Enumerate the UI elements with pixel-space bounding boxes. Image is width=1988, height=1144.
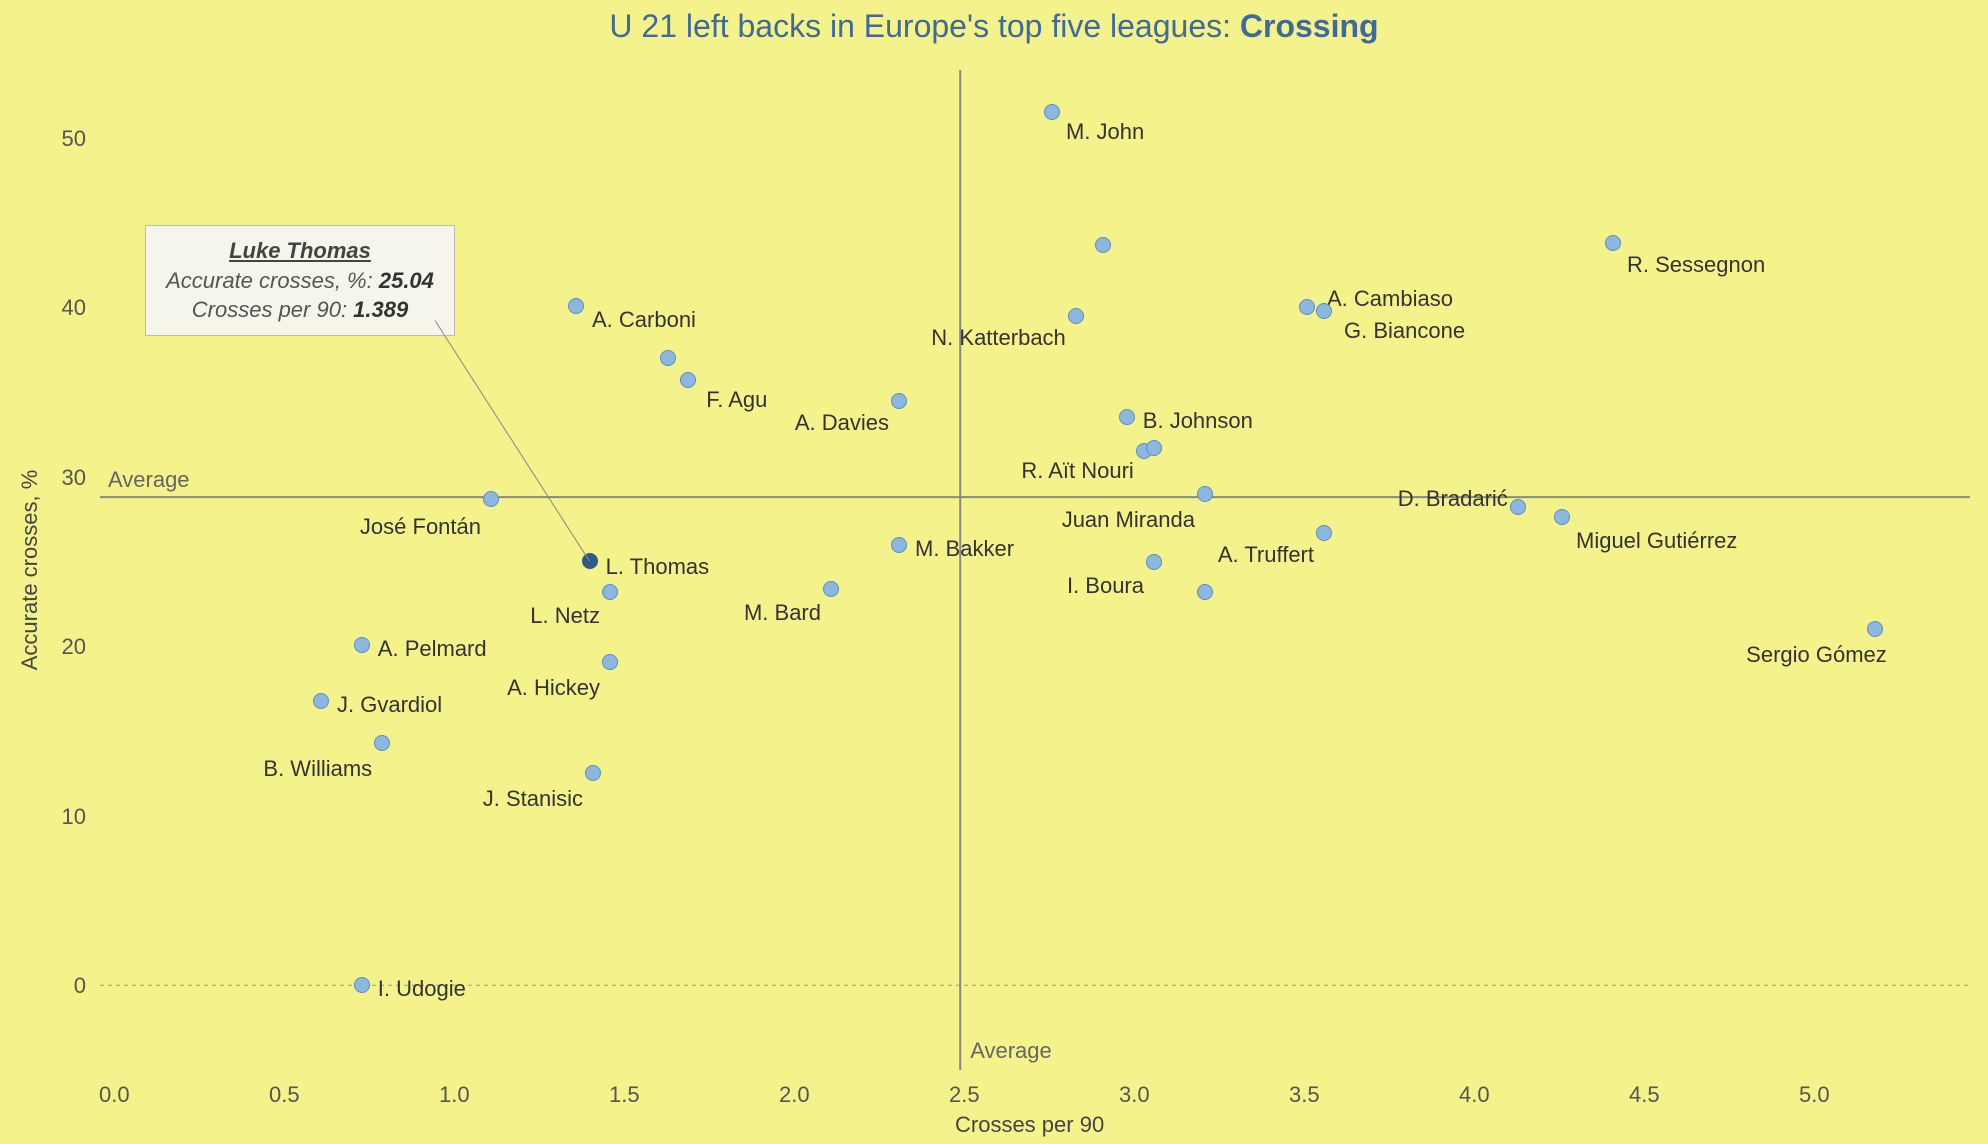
plot-area: 0.00.51.01.52.02.53.03.54.04.55.00102030… xyxy=(100,70,1970,1070)
x-tick-label: 1.0 xyxy=(439,1082,470,1108)
data-point[interactable] xyxy=(823,581,839,597)
data-point-label: Juan Miranda xyxy=(995,507,1195,533)
chart-title: U 21 left backs in Europe's top five lea… xyxy=(0,8,1988,45)
tooltip-metric-2: Crosses per 90: 1.389 xyxy=(164,295,436,325)
plot-svg xyxy=(100,70,1970,1070)
data-point-label: N. Katterbach xyxy=(866,325,1066,351)
data-point-label: A. Pelmard xyxy=(378,636,487,662)
data-point-label: B. Johnson xyxy=(1143,408,1253,434)
x-tick-label: 0.0 xyxy=(99,1082,130,1108)
data-point[interactable] xyxy=(1119,409,1135,425)
data-point[interactable] xyxy=(1095,237,1111,253)
data-point[interactable] xyxy=(1197,486,1213,502)
data-point[interactable] xyxy=(1316,303,1332,319)
data-point[interactable] xyxy=(660,350,676,366)
data-point-label: L. Thomas xyxy=(606,554,710,580)
data-point-label: J. Stanisic xyxy=(383,786,583,812)
data-point[interactable] xyxy=(1068,308,1084,324)
data-point-label: A. Davies xyxy=(689,410,889,436)
y-tick-label: 0 xyxy=(74,973,86,999)
y-axis-title: Accurate crosses, % xyxy=(17,470,43,671)
x-tick-label: 5.0 xyxy=(1799,1082,1830,1108)
data-point[interactable] xyxy=(313,693,329,709)
data-point[interactable] xyxy=(602,584,618,600)
data-point[interactable] xyxy=(1044,104,1060,120)
data-point-label: M. Bakker xyxy=(915,536,1014,562)
data-point-label: I. Boura xyxy=(944,573,1144,599)
data-point-label: R. Aït Nouri xyxy=(934,458,1134,484)
x-tick-label: 4.5 xyxy=(1629,1082,1660,1108)
x-tick-label: 3.5 xyxy=(1289,1082,1320,1108)
x-tick-label: 2.5 xyxy=(949,1082,980,1108)
data-point[interactable] xyxy=(891,537,907,553)
data-point-label: Miguel Gutiérrez xyxy=(1576,528,1737,554)
title-prefix: U 21 left backs in Europe's top five lea… xyxy=(609,8,1239,44)
y-tick-label: 10 xyxy=(62,804,86,830)
data-point-label: M. John xyxy=(1066,119,1144,145)
data-point[interactable] xyxy=(1146,440,1162,456)
data-point[interactable] xyxy=(1554,509,1570,525)
data-point[interactable] xyxy=(374,735,390,751)
data-point[interactable] xyxy=(602,654,618,670)
data-point-label: A. Carboni xyxy=(592,307,696,333)
y-tick-label: 50 xyxy=(62,126,86,152)
data-point-label: G. Biancone xyxy=(1344,318,1465,344)
data-point-label: José Fontán xyxy=(281,514,481,540)
x-tick-label: 3.0 xyxy=(1119,1082,1150,1108)
y-average-label: Average xyxy=(108,467,190,493)
data-point[interactable] xyxy=(1299,299,1315,315)
x-tick-label: 4.0 xyxy=(1459,1082,1490,1108)
data-point-label: R. Sessegnon xyxy=(1627,252,1765,278)
y-tick-label: 40 xyxy=(62,295,86,321)
data-point[interactable] xyxy=(891,393,907,409)
x-average-label: Average xyxy=(970,1038,1052,1064)
data-point[interactable] xyxy=(568,298,584,314)
chart-container: U 21 left backs in Europe's top five lea… xyxy=(0,0,1988,1144)
data-point-label: L. Netz xyxy=(400,603,600,629)
data-point[interactable] xyxy=(1510,499,1526,515)
data-point[interactable] xyxy=(1316,525,1332,541)
data-point-label: I. Udogie xyxy=(378,976,466,1002)
x-tick-label: 2.0 xyxy=(779,1082,810,1108)
data-point[interactable] xyxy=(585,765,601,781)
y-tick-label: 20 xyxy=(62,634,86,660)
x-tick-label: 0.5 xyxy=(269,1082,300,1108)
tooltip-name: Luke Thomas xyxy=(164,236,436,266)
data-point-label: Sergio Gómez xyxy=(1687,642,1887,668)
data-point-label: A. Cambiaso xyxy=(1327,286,1453,312)
data-point[interactable] xyxy=(483,491,499,507)
data-point-label: A. Truffert xyxy=(1114,542,1314,568)
y-tick-label: 30 xyxy=(62,465,86,491)
x-axis-title: Crosses per 90 xyxy=(955,1112,1104,1138)
title-bold: Crossing xyxy=(1240,8,1379,44)
data-point-label: J. Gvardiol xyxy=(337,692,442,718)
data-point-label: B. Williams xyxy=(172,756,372,782)
data-point[interactable] xyxy=(1605,235,1621,251)
x-tick-label: 1.5 xyxy=(609,1082,640,1108)
data-point[interactable] xyxy=(354,977,370,993)
data-point[interactable] xyxy=(1197,584,1213,600)
data-point[interactable] xyxy=(354,637,370,653)
data-point-label: D. Bradarić xyxy=(1308,486,1508,512)
data-point[interactable] xyxy=(1146,554,1162,570)
data-point[interactable] xyxy=(1867,621,1883,637)
data-point[interactable] xyxy=(680,372,696,388)
tooltip: Luke ThomasAccurate crosses, %: 25.04Cro… xyxy=(145,225,455,336)
data-point-label: M. Bard xyxy=(621,600,821,626)
tooltip-metric-1: Accurate crosses, %: 25.04 xyxy=(164,266,436,296)
